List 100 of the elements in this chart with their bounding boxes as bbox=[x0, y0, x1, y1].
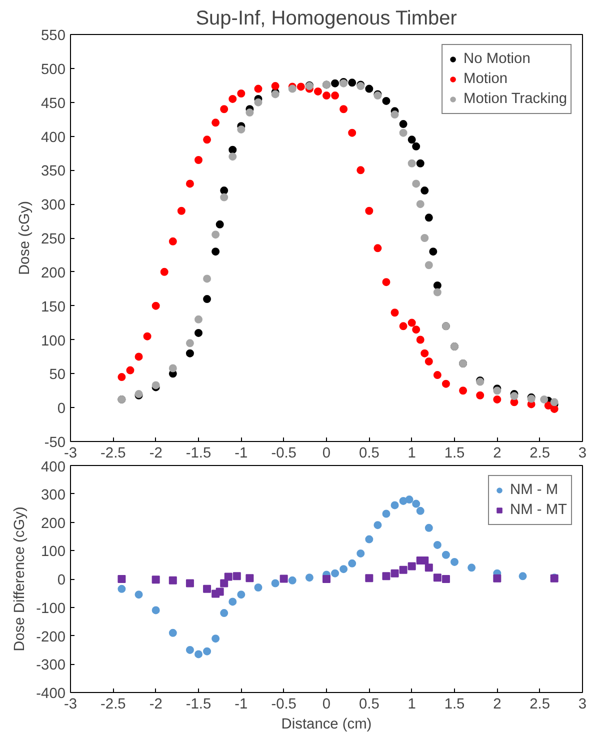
point bbox=[442, 550, 450, 559]
x-tick-label: -1 bbox=[234, 446, 248, 462]
x-tick-label: 2.5 bbox=[530, 696, 550, 712]
y-tick-label: 200 bbox=[41, 516, 66, 532]
point bbox=[424, 261, 433, 270]
point bbox=[152, 576, 160, 584]
point bbox=[314, 87, 322, 96]
point bbox=[203, 647, 212, 656]
x-tick-label: 0 bbox=[322, 696, 331, 712]
point bbox=[228, 94, 237, 103]
y-tick-label: -200 bbox=[36, 629, 66, 646]
y-tick-label: 100 bbox=[41, 333, 66, 350]
point bbox=[168, 576, 177, 584]
point bbox=[152, 302, 160, 310]
point bbox=[365, 535, 374, 544]
legend-label: Motion Tracking bbox=[464, 91, 567, 107]
point bbox=[331, 569, 340, 578]
point bbox=[550, 404, 558, 413]
point bbox=[405, 496, 414, 504]
point bbox=[408, 562, 416, 570]
point bbox=[365, 574, 374, 582]
point bbox=[476, 391, 484, 400]
point bbox=[152, 606, 160, 614]
point bbox=[382, 510, 390, 518]
point bbox=[271, 82, 280, 90]
point bbox=[212, 118, 220, 127]
y-tick-label: -100 bbox=[36, 600, 66, 617]
point bbox=[288, 576, 296, 584]
y-tick-label: -400 bbox=[36, 686, 66, 702]
x-tick-label: 1.5 bbox=[444, 696, 465, 712]
point bbox=[220, 186, 228, 195]
point bbox=[424, 214, 433, 222]
point bbox=[232, 572, 241, 580]
point bbox=[416, 200, 424, 208]
point bbox=[228, 598, 237, 606]
point bbox=[118, 584, 126, 593]
point bbox=[348, 128, 356, 137]
point bbox=[331, 79, 340, 88]
point bbox=[186, 579, 194, 588]
x-tick-label: -0.5 bbox=[271, 446, 296, 462]
y-tick-label: 300 bbox=[41, 487, 66, 504]
y-tick-label: 400 bbox=[41, 460, 66, 476]
y-tick-label: 100 bbox=[41, 544, 66, 560]
point bbox=[493, 395, 502, 404]
point bbox=[416, 159, 424, 168]
x-tick-label: 2.5 bbox=[530, 446, 550, 462]
y-tick-label: 0 bbox=[57, 401, 66, 418]
point bbox=[177, 206, 186, 215]
point bbox=[433, 540, 442, 549]
x-tick-label: 0 bbox=[322, 446, 331, 462]
point bbox=[254, 98, 262, 106]
point bbox=[237, 90, 246, 98]
point bbox=[518, 572, 527, 580]
y-tick-label: 550 bbox=[41, 28, 66, 44]
point bbox=[374, 244, 382, 252]
point bbox=[408, 159, 416, 168]
y-tick-label: -300 bbox=[36, 658, 66, 674]
legend-label: NM - MT bbox=[510, 502, 567, 518]
point bbox=[331, 92, 340, 100]
y-tick-label: 500 bbox=[41, 62, 66, 78]
y-tick-label: 50 bbox=[49, 367, 66, 384]
point bbox=[160, 268, 168, 276]
point bbox=[194, 315, 202, 324]
point bbox=[186, 180, 194, 188]
point bbox=[399, 566, 408, 574]
point bbox=[134, 352, 143, 361]
x-tick-label: 1 bbox=[408, 446, 416, 462]
y-tick-label: 350 bbox=[41, 164, 66, 180]
point bbox=[374, 521, 382, 530]
x-tick-label: 3 bbox=[578, 446, 587, 462]
y-tick-label: 250 bbox=[41, 232, 66, 248]
point bbox=[271, 579, 280, 588]
point bbox=[390, 308, 399, 317]
point bbox=[237, 125, 246, 134]
x-tick-label: -2.5 bbox=[100, 696, 126, 712]
point bbox=[143, 332, 152, 340]
point bbox=[420, 234, 429, 242]
point bbox=[246, 574, 254, 582]
x-tick-label: -2 bbox=[149, 696, 162, 712]
point bbox=[412, 142, 420, 150]
point bbox=[382, 572, 390, 580]
point bbox=[212, 248, 220, 256]
point bbox=[365, 84, 374, 93]
legend-label: Motion bbox=[464, 71, 508, 87]
point bbox=[216, 588, 224, 596]
point bbox=[493, 574, 502, 582]
point bbox=[228, 146, 237, 154]
point bbox=[340, 105, 348, 114]
point bbox=[118, 575, 126, 583]
point bbox=[220, 609, 228, 618]
point bbox=[254, 584, 262, 592]
point bbox=[382, 96, 390, 105]
point bbox=[280, 574, 288, 583]
point bbox=[442, 380, 450, 388]
x-tick-label: -3 bbox=[64, 696, 78, 712]
y-tick-label: 450 bbox=[41, 96, 66, 112]
point bbox=[216, 220, 224, 228]
y-tick-label: 150 bbox=[41, 299, 66, 316]
point bbox=[220, 105, 228, 114]
x-tick-label: -0.5 bbox=[271, 696, 296, 712]
